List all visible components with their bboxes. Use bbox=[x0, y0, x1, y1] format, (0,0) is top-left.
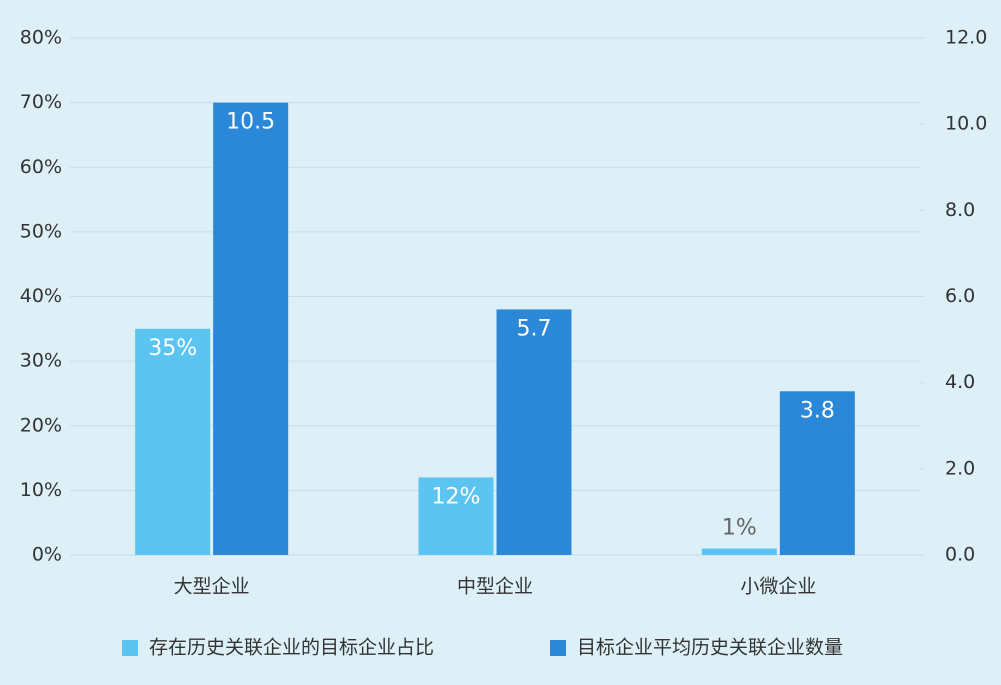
y2-tick-label: 6.0 bbox=[945, 285, 975, 307]
value-label: 1% bbox=[722, 516, 757, 541]
y-tick-label: 20% bbox=[20, 414, 62, 436]
y-tick-label: 30% bbox=[20, 350, 62, 372]
bar bbox=[213, 102, 289, 555]
y-tick-label: 50% bbox=[20, 220, 62, 242]
x-tick-label: 小微企业 bbox=[740, 576, 816, 598]
x-tick-label: 大型企业 bbox=[174, 576, 250, 598]
y-tick-label: 40% bbox=[20, 285, 62, 307]
y2-tick-label: 2.0 bbox=[945, 457, 975, 479]
legend-swatch bbox=[122, 640, 138, 656]
y2-tick-label: 0.0 bbox=[945, 544, 975, 566]
y-tick-label: 0% bbox=[32, 544, 62, 566]
bar bbox=[418, 477, 494, 555]
value-label: 12% bbox=[432, 484, 481, 509]
value-label: 10.5 bbox=[226, 110, 275, 135]
y2-tick-label: 4.0 bbox=[945, 371, 975, 393]
bar bbox=[496, 309, 572, 555]
bar bbox=[701, 548, 777, 555]
bar bbox=[779, 391, 855, 555]
y2-tick-label: 10.0 bbox=[945, 113, 987, 135]
legend-swatch bbox=[550, 640, 566, 656]
value-label: 35% bbox=[148, 336, 197, 361]
bar bbox=[135, 328, 211, 555]
y-tick-label: 10% bbox=[20, 479, 62, 501]
y2-tick-label: 8.0 bbox=[945, 199, 975, 221]
x-tick-label: 中型企业 bbox=[457, 576, 533, 598]
legend-label: 存在历史关联企业的目标企业占比 bbox=[149, 637, 434, 659]
y2-tick-label: 12.0 bbox=[945, 27, 987, 49]
value-label: 3.8 bbox=[800, 398, 835, 423]
value-label: 5.7 bbox=[517, 316, 552, 341]
y-tick-label: 60% bbox=[20, 156, 62, 178]
y-tick-label: 80% bbox=[20, 27, 62, 49]
y-tick-label: 70% bbox=[20, 91, 62, 113]
legend-label: 目标企业平均历史关联企业数量 bbox=[577, 637, 843, 659]
